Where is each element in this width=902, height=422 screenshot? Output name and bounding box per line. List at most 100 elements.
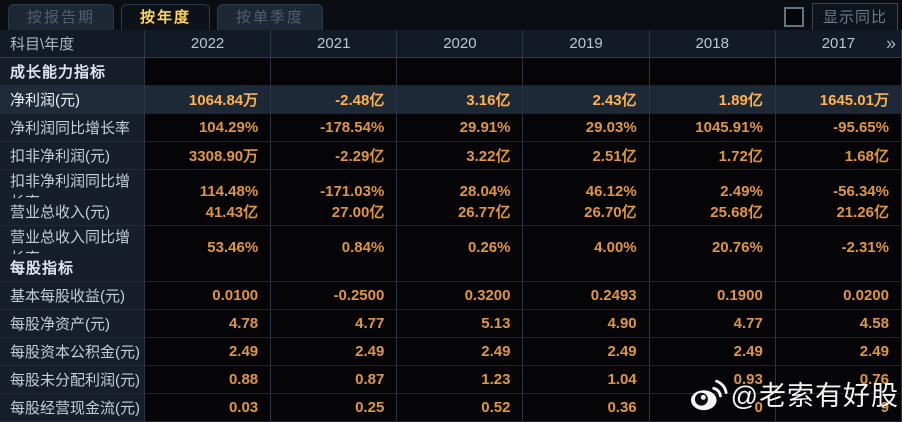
cell-value: 0.1900 [649,282,776,310]
year-column-header: 2017 » [775,30,902,58]
cell-value: 0.0100 [145,282,272,310]
cell-value [145,58,272,86]
cell-value: 0.87 [271,366,398,394]
row-label: 每股资本公积金(元) [0,338,145,366]
cell-value: 0.36 [523,394,650,422]
show-yoy-label[interactable]: 显示同比 [811,3,898,31]
cell-value: 0.0200 [775,282,902,310]
yoy-controls: 显示同比 [783,3,898,31]
cell-value: 1.68亿 [775,142,902,170]
table-row[interactable]: 营业总收入同比增长率53.46%0.84%0.26%4.00%20.76%-2.… [0,226,902,269]
cell-value: 4.90 [523,310,650,338]
cell-value: 4.78 [145,310,272,338]
cell-value: 29.03% [523,114,650,142]
table-row[interactable]: 每股资本公积金(元) 2.49 2.49 2.49 2.49 2.49 2.49 [0,338,902,366]
cell-value: -178.54% [271,114,398,142]
year-column-header: 2018 [649,30,776,58]
cell-value: 4.77 [649,310,776,338]
cell-value [775,58,902,86]
cell-value [523,58,650,86]
corner-header: 科目\年度 [0,30,145,58]
row-label: 每股经营现金流(元) [0,394,145,422]
cell-value: 29.91% [397,114,524,142]
cell-value: 4.58 [775,310,902,338]
table-row[interactable]: 基本每股收益(元) 0.0100 -0.2500 0.3200 0.2493 0.1900… [0,282,902,310]
cell-value: 3.16亿 [397,86,524,114]
cell-value: -2.29亿 [271,142,398,170]
cell-value: 27.00亿 [271,198,398,226]
cell-value: -2.48亿 [271,86,398,114]
row-label: 每股未分配利润(元) [0,366,145,394]
cell-value: 0.3200 [397,282,524,310]
row-label: 每股净资产(元) [0,310,145,338]
more-columns-icon[interactable]: » [885,33,896,53]
cell-value: 3308.90万 [145,142,272,170]
tab-report-period[interactable]: 按报告期 [8,4,115,30]
row-label: 净利润(元) [0,86,145,114]
financial-table: 科目\年度 2022 2021 2020 2019 2018 2017 » 成长… [0,30,902,422]
cell-value: 25.68亿 [649,198,776,226]
cell-value: 3.22亿 [397,142,524,170]
cell-value [271,58,398,86]
cell-value: 2.43亿 [523,86,650,114]
cell-value: 0.25 [271,394,398,422]
cell-value [649,58,776,86]
table-row[interactable]: 扣非净利润(元) 3308.90万 -2.29亿 3.22亿 2.51亿 1.72亿 1.6… [0,142,902,170]
row-label: 成长能力指标 [0,58,145,86]
cell-value: 0.76 [775,366,902,394]
year-column-header: 2021 [271,30,398,58]
cell-value: 1.23 [397,366,524,394]
cell-value: 104.29% [145,114,272,142]
cell-value: 2.49 [523,338,650,366]
cell-value [397,58,524,86]
tab-single-quarter[interactable]: 按单季度 [217,4,324,30]
cell-value: 1064.84万 [145,86,272,114]
table-row[interactable]: 每股未分配利润(元) 0.88 0.87 1.23 1.04 0.93 0.76 [0,366,902,394]
table-row[interactable]: 营业总收入(元) 41.43亿 27.00亿 26.77亿 26.70亿 25.68亿 21… [0,198,902,226]
table-header-row: 科目\年度 2022 2021 2020 2019 2018 2017 » [0,30,902,58]
cell-value: 2.49 [397,338,524,366]
cell-value: 26.70亿 [523,198,650,226]
cell-value: 26.77亿 [397,198,524,226]
tab-yearly[interactable]: 按年度 [121,4,211,30]
cell-value: 0.2493 [523,282,650,310]
cell-value [649,254,776,282]
cell-value [145,254,272,282]
show-yoy-checkbox[interactable] [783,7,804,27]
table-row[interactable]: 每股净资产(元) 4.78 4.77 5.13 4.90 4.77 4.58 [0,310,902,338]
row-label: 净利润同比增长率 [0,114,145,142]
cell-value [271,254,398,282]
cell-value: 0.03 [145,394,272,422]
cell-value: 4.77 [271,310,398,338]
period-tab-bar: 按报告期 按年度 按单季度 显示同比 [0,0,902,31]
table-row[interactable]: 净利润(元) 1064.84万 -2.48亿 3.16亿 2.43亿 1.89亿 1645.… [0,86,902,114]
cell-value [523,254,650,282]
section-row: 成长能力指标 [0,58,902,86]
cell-value: 1645.01万 [775,86,902,114]
cell-value: 1.89亿 [649,86,776,114]
year-column-header: 2022 [145,30,272,58]
cell-value: 0.93 [649,366,776,394]
row-label: 扣非净利润(元) [0,142,145,170]
table-row[interactable]: 净利润同比增长率 104.29% -178.54% 29.91% 29.03% 1045.… [0,114,902,142]
table-row[interactable]: 每股经营现金流(元) 0.03 0.25 0.52 0.36 0 9 [0,394,902,422]
cell-value: 2.49 [649,338,776,366]
cell-value: 1.72亿 [649,142,776,170]
year-column-header: 2020 [397,30,524,58]
cell-value: 2.49 [271,338,398,366]
row-label: 营业总收入(元) [0,198,145,226]
cell-value: 5.13 [397,310,524,338]
row-label: 基本每股收益(元) [0,282,145,310]
cell-value [775,254,902,282]
table-row[interactable]: 扣非净利润同比增长率114.48%-171.03%28.04%46.12%2.4… [0,170,902,213]
table-body: 成长能力指标 净利润(元) 1064.84万 -2.48亿 3.16亿 2.43亿 1.89… [0,58,902,422]
cell-value: 41.43亿 [145,198,272,226]
year-column-label: 2017 [821,35,856,52]
cell-value: 9 [775,394,902,422]
row-label: 每股指标 [0,254,145,282]
cell-value: 2.49 [145,338,272,366]
cell-value: 2.49 [775,338,902,366]
cell-value [397,254,524,282]
section-row: 每股指标 [0,254,902,282]
cell-value: 1.04 [523,366,650,394]
